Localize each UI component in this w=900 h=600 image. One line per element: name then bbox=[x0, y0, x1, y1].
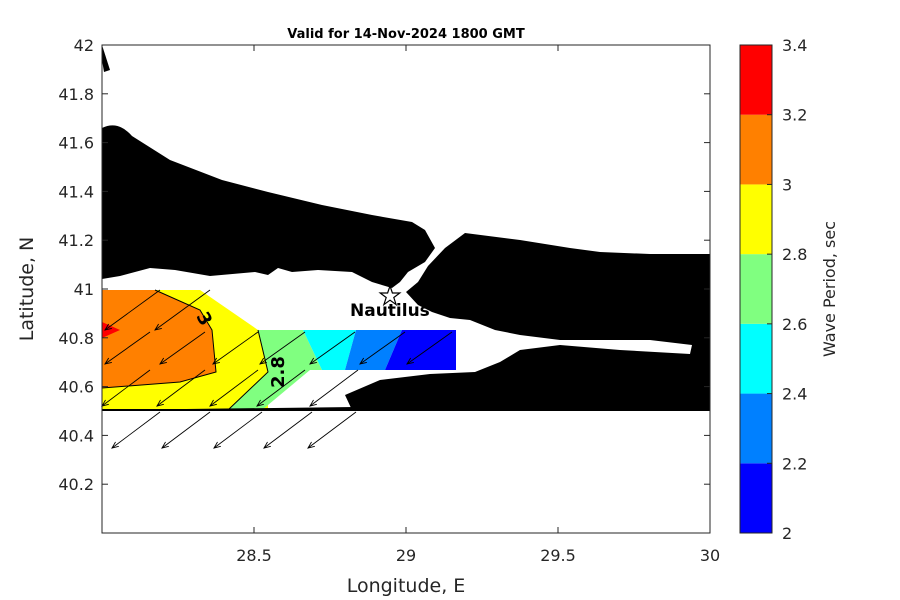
wave-direction-arrows bbox=[101, 289, 453, 449]
colorbar-swatch bbox=[740, 254, 772, 324]
x-axis-label: Longitude, E bbox=[347, 575, 466, 597]
contour-line-3 bbox=[101, 289, 217, 389]
station-star-icon bbox=[378, 284, 402, 307]
wave-arrow bbox=[154, 289, 211, 331]
field-green-region bbox=[228, 330, 322, 410]
colorbar-swatch bbox=[740, 323, 772, 394]
x-tick-label: 30 bbox=[700, 546, 720, 565]
field-lightblue-region bbox=[345, 330, 402, 370]
wave-arrow bbox=[104, 331, 151, 365]
colorbar-tick-label: 2 bbox=[782, 524, 792, 543]
land-south-edge bbox=[102, 409, 710, 411]
wave-arrowhead bbox=[309, 399, 317, 407]
wave-arrowhead bbox=[104, 357, 112, 365]
y-tick-label: 40.2 bbox=[58, 475, 94, 494]
y-tick-label: 40.4 bbox=[58, 426, 94, 445]
wave-arrow bbox=[263, 411, 313, 449]
contour-line-2-8 bbox=[227, 329, 269, 411]
wave-arrow bbox=[309, 331, 356, 365]
y-tick-label: 41 bbox=[74, 280, 94, 299]
colorbar-swatch bbox=[740, 184, 772, 255]
wave-arrow bbox=[161, 411, 211, 449]
colorbar-tick-label: 2.2 bbox=[782, 454, 807, 473]
wave-arrow bbox=[111, 411, 161, 449]
wave-arrowhead bbox=[104, 323, 112, 331]
land-islet-top bbox=[102, 45, 110, 72]
wave-arrow bbox=[156, 369, 206, 407]
colorbar-tick-label: 3.4 bbox=[782, 36, 807, 55]
wave-arrowhead bbox=[154, 323, 162, 331]
wave-arrowhead bbox=[159, 357, 167, 365]
contour-label-2-8: 2.8 bbox=[268, 356, 289, 388]
wave-arrowhead bbox=[406, 357, 414, 365]
colorbar-label: Wave Period, sec bbox=[820, 221, 839, 357]
y-tick-label: 41.4 bbox=[58, 182, 94, 201]
y-tick-label: 41.8 bbox=[58, 85, 94, 104]
wave-arrowhead bbox=[156, 399, 164, 407]
chart-title: Valid for 14-Nov-2024 1800 GMT bbox=[287, 27, 525, 42]
wave-arrowhead bbox=[307, 441, 315, 449]
colorbar-swatch bbox=[740, 463, 772, 533]
y-axis-label: Latitude, N bbox=[16, 237, 38, 342]
wave-period-field bbox=[101, 289, 456, 411]
wave-arrow bbox=[359, 331, 406, 365]
colorbar-tick-label: 2.4 bbox=[782, 385, 807, 404]
wave-arrowhead bbox=[111, 441, 119, 449]
wave-arrow bbox=[213, 411, 263, 449]
x-axis-ticks: 28.5 29 29.5 30 bbox=[236, 45, 720, 565]
colorbar-swatch bbox=[740, 393, 772, 464]
wave-arrow bbox=[104, 289, 161, 331]
land-europe bbox=[102, 45, 435, 288]
colorbar-tick-label: 3 bbox=[782, 175, 792, 194]
y-tick-label: 40.6 bbox=[58, 378, 94, 397]
colorbar-swatch bbox=[740, 45, 772, 115]
station-label: Nautilus bbox=[350, 301, 430, 321]
x-tick-label: 29.5 bbox=[540, 546, 576, 565]
wave-arrowhead bbox=[213, 441, 221, 449]
colorbar-ticks: 2 2.2 2.4 2.6 2.8 3 3.2 3.4 bbox=[767, 36, 807, 543]
field-orange-region bbox=[102, 290, 216, 388]
y-tick-label: 42 bbox=[74, 36, 94, 55]
colorbar-swatch bbox=[740, 114, 772, 185]
x-tick-label: 29 bbox=[396, 546, 416, 565]
wave-arrow bbox=[259, 331, 306, 365]
wave-arrow bbox=[159, 331, 206, 365]
wave-arrow bbox=[212, 331, 259, 365]
wave-arrowhead bbox=[212, 357, 220, 365]
wave-arrowhead bbox=[209, 399, 217, 407]
wave-arrow bbox=[307, 411, 357, 449]
y-tick-label: 41.6 bbox=[58, 134, 94, 153]
land-asia bbox=[345, 233, 710, 410]
wave-arrowhead bbox=[359, 357, 367, 365]
wave-arrowhead bbox=[259, 357, 267, 365]
wave-arrowhead bbox=[161, 441, 169, 449]
y-axis-ticks: 40.2 40.4 40.6 40.8 41 41.2 41.4 41.6 41.8 42 bbox=[58, 36, 710, 494]
colorbar bbox=[739, 44, 773, 534]
colorbar-tick-label: 2.8 bbox=[782, 245, 807, 264]
wave-arrow bbox=[101, 369, 151, 407]
wave-arrow bbox=[309, 369, 359, 407]
wave-arrow bbox=[209, 369, 259, 407]
wave-arrowhead bbox=[256, 399, 264, 407]
x-tick-label: 28.5 bbox=[236, 546, 272, 565]
colorbar-tick-label: 2.6 bbox=[782, 315, 807, 334]
colorbar-frame bbox=[739, 44, 773, 534]
y-tick-label: 41.2 bbox=[58, 231, 94, 250]
colorbar-tick-label: 3.2 bbox=[782, 106, 807, 125]
y-tick-label: 40.8 bbox=[58, 329, 94, 348]
field-blue-region bbox=[385, 330, 456, 370]
wave-arrow bbox=[256, 369, 306, 407]
wave-arrowhead bbox=[263, 441, 271, 449]
wave-arrow bbox=[406, 331, 453, 365]
wave-arrowhead bbox=[309, 357, 317, 365]
field-red-region bbox=[102, 322, 120, 338]
